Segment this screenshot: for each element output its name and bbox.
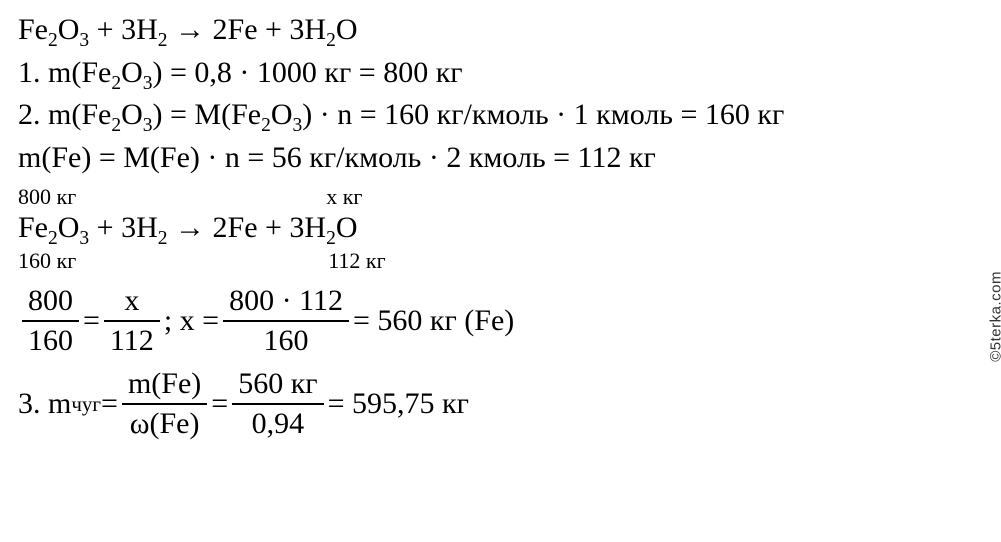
step1-text: O — [121, 56, 143, 89]
eq1-part: Fe — [18, 13, 48, 46]
step2a-text: O — [271, 98, 293, 131]
annot-bot-right: 112 кг — [328, 246, 385, 276]
fraction-3: 800 · 112 160 — [223, 284, 349, 359]
prop-tail: = 560 кг (Fe) — [353, 301, 514, 342]
eq2-part: O — [336, 211, 358, 244]
step-1: 1. m(Fe2O3) = 0,8 · 1000 кг = 800 кг — [18, 53, 983, 94]
step3-tail: = 595,75 кг — [328, 384, 469, 425]
step2a-text: ) · n = 160 кг/кмоль · 1 кмоль = 160 кг — [302, 98, 784, 131]
step3-eq: = — [101, 384, 118, 425]
eq1-part: O — [336, 13, 358, 46]
equation-1: Fe2O3 + 3H2 → 2Fe + 3H2O — [18, 10, 983, 51]
frac4-den: ω(Fe) — [124, 407, 206, 442]
eq2-part: Fe — [18, 211, 48, 244]
step2a-sub: 3 — [143, 115, 153, 136]
step1-sub: 2 — [111, 73, 121, 94]
eq2-part: + 3H — [89, 211, 158, 244]
frac4-num: m(Fe) — [122, 367, 207, 402]
eq2-part: → 2Fe + 3H — [168, 211, 327, 244]
eq1-sub: 2 — [326, 30, 336, 51]
watermark: ©5terka.com — [987, 271, 1001, 362]
step2a-sub: 2 — [111, 115, 121, 136]
frac3-den: 160 — [258, 324, 315, 359]
frac-bar — [232, 403, 323, 405]
step-2b: m(Fe) = M(Fe) · n = 56 кг/кмоль · 2 кмол… — [18, 138, 983, 179]
frac2-num: x — [118, 284, 145, 319]
frac-bar — [104, 320, 160, 322]
proportion-line: 800 160 = x 112 ; x = 800 · 112 160 = 56… — [18, 284, 983, 359]
step1-text: 1. m(Fe — [18, 56, 111, 89]
eq1-part: O — [58, 13, 80, 46]
eq1-sub: 2 — [48, 30, 58, 51]
step3-lead-text: 3. m — [18, 384, 71, 425]
eq1-part: + 3H — [89, 13, 158, 46]
frac-bar — [122, 403, 207, 405]
frac5-num: 560 кг — [232, 367, 323, 402]
step2a-text: ) = M(Fe — [153, 98, 262, 131]
step2a-sub: 2 — [261, 115, 271, 136]
annot-bot-left: 160 кг — [18, 246, 76, 276]
frac-bar — [223, 320, 349, 322]
eq1-sub: 3 — [79, 30, 89, 51]
frac3-num: 800 · 112 — [223, 284, 349, 319]
frac1-den: 160 — [22, 324, 79, 359]
step1-text: ) = 0,8 · 1000 кг = 800 кг — [153, 56, 463, 89]
equation-2: Fe2O3 + 3H2 → 2Fe + 3H2O — [18, 208, 983, 249]
frac1-num: 800 — [22, 284, 79, 319]
step3-mid: = — [211, 384, 228, 425]
eq2-part: O — [58, 211, 80, 244]
annotation-bottom: 160 кг 112 кг — [18, 246, 983, 276]
step-3: 3. mчуг = m(Fe) ω(Fe) = 560 кг 0,94 = 59… — [18, 367, 983, 442]
step-2a: 2. m(Fe2O3) = M(Fe2O3) · n = 160 кг/кмол… — [18, 95, 983, 136]
step3-subscript: чуг — [71, 390, 101, 418]
fraction-2: x 112 — [104, 284, 160, 359]
fraction-4: m(Fe) ω(Fe) — [122, 367, 207, 442]
step2a-sub: 3 — [293, 115, 303, 136]
frac2-den: 112 — [104, 324, 160, 359]
frac5-den: 0,94 — [246, 407, 311, 442]
chemistry-solution: ©5terka.com Fe2O3 + 3H2 → 2Fe + 3H2O 1. … — [0, 0, 1001, 542]
step2a-text: 2. m(Fe — [18, 98, 111, 131]
eq1-sub: 2 — [158, 30, 168, 51]
spacer — [76, 246, 328, 276]
fraction-5: 560 кг 0,94 — [232, 367, 323, 442]
fraction-1: 800 160 — [22, 284, 79, 359]
frac-bar — [22, 320, 79, 322]
separator: ; x = — [164, 301, 219, 342]
step2a-text: O — [121, 98, 143, 131]
eq1-part: → 2Fe + 3H — [168, 13, 327, 46]
equals: = — [83, 301, 100, 342]
step3-lead: 3. mчуг = — [18, 384, 118, 425]
step1-sub: 3 — [143, 73, 153, 94]
